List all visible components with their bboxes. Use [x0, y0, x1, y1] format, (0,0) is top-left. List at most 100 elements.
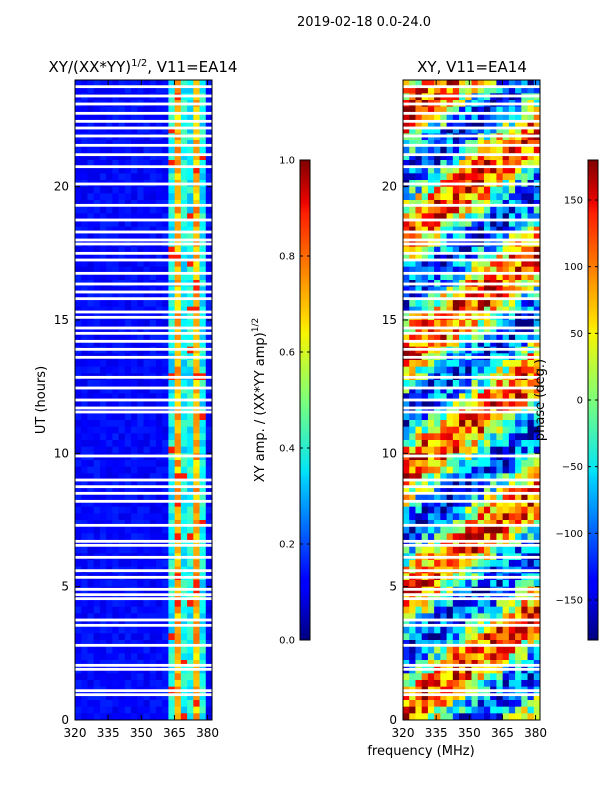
heatmap-cell [118, 326, 126, 334]
heatmap-cell [421, 366, 429, 374]
heatmap-cell [521, 660, 528, 668]
heatmap-cell [515, 186, 522, 194]
heatmap-cell [143, 473, 151, 481]
heatmap-cell [434, 126, 441, 134]
heatmap-cell [452, 606, 460, 614]
heatmap-cell [515, 626, 522, 634]
heatmap-cell [168, 693, 176, 701]
heatmap-cell [174, 406, 182, 414]
heatmap-cell [193, 293, 200, 301]
heatmap-cell [87, 480, 95, 488]
heatmap-cell [471, 320, 479, 328]
heatmap-cell [131, 540, 138, 548]
heatmap-cell [440, 146, 447, 154]
heatmap-cell [143, 660, 151, 668]
heatmap-cell [162, 360, 169, 368]
heatmap-cell [180, 193, 188, 201]
heatmap-cell [483, 146, 491, 154]
heatmap-cell [502, 440, 510, 448]
heatmap-cell [452, 500, 460, 508]
heatmap-cell [403, 673, 410, 681]
heatmap-cell [483, 300, 491, 308]
heatmap-cell [155, 580, 163, 588]
heatmap-cell [118, 300, 126, 308]
heatmap-cell [143, 233, 151, 241]
heatmap-cell [502, 293, 510, 301]
heatmap-cell [434, 646, 441, 654]
heatmap-cell [446, 393, 454, 401]
heatmap-cell [415, 386, 423, 394]
heatmap-cell [180, 626, 188, 634]
heatmap-cell [75, 606, 82, 614]
heatmap-cell [99, 680, 107, 688]
heatmap-cell [118, 660, 126, 668]
heatmap-cell [483, 173, 491, 181]
heatmap-cell [205, 200, 213, 208]
heatmap-cell [502, 200, 510, 208]
heatmap-cell [112, 320, 119, 328]
heatmap-cell [533, 80, 541, 88]
heatmap-cell [131, 320, 138, 328]
heatmap-cell [180, 546, 188, 554]
heatmap-cell [434, 206, 441, 214]
heatmap-cell [162, 680, 169, 688]
heatmap-cell [459, 446, 466, 454]
heatmap-cell [99, 560, 107, 568]
heatmap-cell [515, 233, 522, 241]
heatmap-cell [527, 160, 535, 168]
heatmap-cell [81, 220, 88, 228]
heatmap-cell [483, 526, 491, 534]
heatmap-cell [440, 260, 447, 268]
heatmap-cell [415, 80, 423, 88]
heatmap-cell [415, 500, 423, 508]
heatmap-cell [75, 140, 82, 148]
heatmap-cell [149, 193, 157, 201]
heatmap-cell [452, 160, 460, 168]
heatmap-cell [149, 153, 157, 161]
heatmap-cell [143, 486, 151, 494]
heatmap-cell [106, 713, 113, 721]
heatmap-cell [81, 113, 88, 121]
heatmap-cell [502, 333, 510, 341]
heatmap-cell [87, 220, 95, 228]
flagged-row [75, 230, 212, 234]
heatmap-cell [427, 660, 435, 668]
heatmap-cell [174, 706, 182, 714]
heatmap-cell [99, 300, 107, 308]
heatmap-cell [93, 486, 101, 494]
heatmap-cell [427, 200, 435, 208]
heatmap-cell [124, 506, 132, 514]
heatmap-cell [106, 613, 113, 621]
heatmap-cell [446, 706, 454, 714]
heatmap-cell [533, 493, 541, 501]
heatmap-cell [421, 273, 429, 281]
heatmap-cell [471, 213, 479, 221]
heatmap-cell [427, 406, 435, 414]
heatmap-cell [99, 220, 107, 228]
heatmap-cell [106, 140, 113, 148]
heatmap-cell [143, 340, 151, 348]
heatmap-cell [118, 506, 126, 514]
heatmap-cell [471, 693, 479, 701]
heatmap-cell [81, 393, 88, 401]
heatmap-cell [527, 173, 535, 181]
heatmap-cell [490, 693, 497, 701]
heatmap-cell [502, 146, 510, 154]
heatmap-cell [143, 166, 151, 174]
heatmap-cell [465, 640, 472, 648]
flagged-row [75, 102, 212, 106]
heatmap-cell [496, 593, 504, 601]
heatmap-cell [87, 433, 95, 441]
heatmap-cell [465, 546, 472, 554]
heatmap-cell [75, 446, 82, 454]
heatmap-cell [149, 580, 157, 588]
heatmap-cell [93, 126, 101, 134]
heatmap-cell [137, 106, 144, 114]
heatmap-cell [149, 126, 157, 134]
heatmap-cell [137, 620, 144, 628]
heatmap-cell [180, 426, 188, 434]
heatmap-cell [521, 86, 528, 94]
heatmap-cell [502, 473, 510, 481]
heatmap-cell [81, 306, 88, 314]
heatmap-cell [465, 620, 472, 628]
